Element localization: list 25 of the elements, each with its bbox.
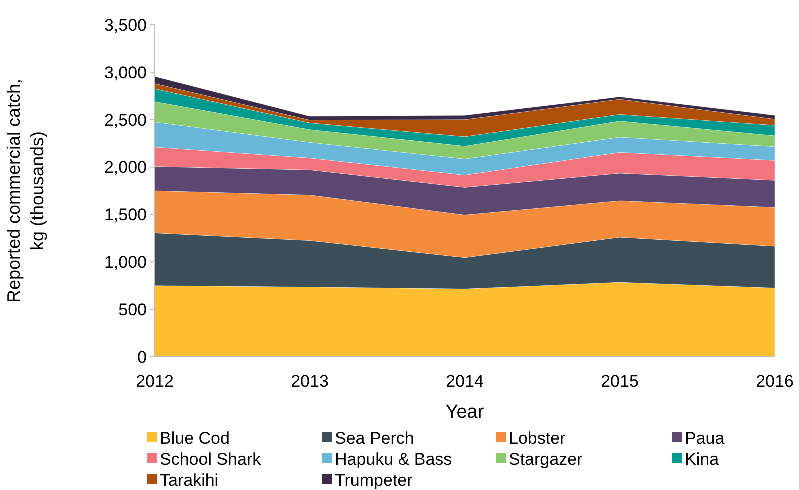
legend-label: Trumpeter [335, 470, 414, 490]
legend-label: Sea Perch [335, 428, 414, 448]
legend-label: Kina [685, 450, 720, 469]
y-axis-title: Reported commercial catch, kg (thousands) [4, 78, 48, 304]
y-tick-label: 2,500 [104, 110, 147, 130]
x-tick-label: 2014 [446, 372, 484, 391]
y-tick-label: 2,000 [104, 158, 147, 178]
x-axis-title: Year [446, 402, 485, 423]
y-tick-label: 1,000 [104, 253, 147, 272]
legend-label: Blue Cod [160, 428, 230, 448]
x-tick-label: 2015 [601, 372, 639, 391]
x-tick-label: 2013 [291, 372, 329, 391]
legend-label: Lobster [509, 428, 566, 448]
legend-label: Stargazer [509, 450, 584, 469]
y-tick-label: 500 [118, 300, 147, 320]
y-tick-label: 3,000 [104, 63, 147, 82]
legend-label: Hapuku & Bass [335, 450, 452, 469]
legend-label: Tarakihi [160, 470, 219, 490]
x-tick-label: 2016 [756, 372, 794, 391]
legend-label: School Shark [160, 450, 262, 469]
legend-label: Paua [685, 428, 726, 448]
y-tick-label: 0 [138, 348, 147, 367]
y-tick-label: 1,500 [104, 206, 147, 225]
x-tick-label: 2012 [136, 372, 174, 391]
y-tick-label: 3,500 [104, 16, 147, 35]
